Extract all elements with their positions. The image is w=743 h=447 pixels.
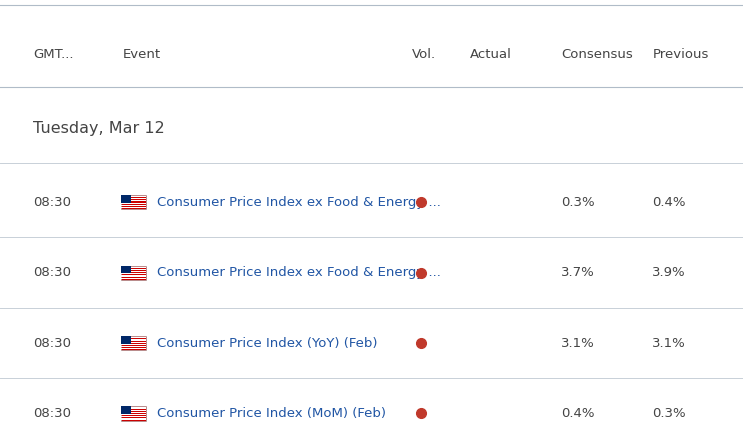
FancyBboxPatch shape	[121, 407, 146, 409]
Text: 3.1%: 3.1%	[652, 337, 686, 350]
Text: Consumer Price Index (MoM) (Feb): Consumer Price Index (MoM) (Feb)	[157, 407, 386, 420]
Text: Consensus: Consensus	[561, 48, 633, 61]
FancyBboxPatch shape	[121, 336, 132, 344]
Text: 3.9%: 3.9%	[652, 266, 686, 279]
FancyBboxPatch shape	[121, 409, 146, 411]
FancyBboxPatch shape	[121, 266, 132, 273]
FancyBboxPatch shape	[121, 273, 146, 274]
Text: 0.4%: 0.4%	[561, 407, 594, 420]
FancyBboxPatch shape	[121, 342, 146, 343]
Text: Previous: Previous	[652, 48, 709, 61]
FancyBboxPatch shape	[121, 337, 146, 338]
Text: Vol.: Vol.	[412, 48, 436, 61]
FancyBboxPatch shape	[121, 339, 146, 341]
Text: 08:30: 08:30	[33, 195, 71, 209]
FancyBboxPatch shape	[121, 344, 146, 345]
Text: 08:30: 08:30	[33, 337, 71, 350]
FancyBboxPatch shape	[121, 207, 146, 208]
Text: Actual: Actual	[470, 48, 511, 61]
FancyBboxPatch shape	[121, 275, 146, 277]
Text: GMT...: GMT...	[33, 48, 74, 61]
Text: Consumer Price Index ex Food & Energy ...: Consumer Price Index ex Food & Energy ..…	[157, 195, 441, 209]
FancyBboxPatch shape	[121, 195, 132, 202]
Text: Consumer Price Index (YoY) (Feb): Consumer Price Index (YoY) (Feb)	[157, 337, 377, 350]
FancyBboxPatch shape	[121, 348, 146, 350]
Text: 0.4%: 0.4%	[652, 195, 686, 209]
Text: Event: Event	[123, 48, 160, 61]
FancyBboxPatch shape	[121, 271, 146, 272]
FancyBboxPatch shape	[121, 346, 146, 347]
Text: 3.1%: 3.1%	[561, 337, 594, 350]
FancyBboxPatch shape	[121, 416, 146, 417]
Text: Consumer Price Index ex Food & Energy ...: Consumer Price Index ex Food & Energy ..…	[157, 266, 441, 279]
Text: 0.3%: 0.3%	[561, 195, 594, 209]
FancyBboxPatch shape	[121, 269, 146, 270]
FancyBboxPatch shape	[121, 278, 146, 279]
Text: 08:30: 08:30	[33, 266, 71, 279]
FancyBboxPatch shape	[121, 205, 146, 206]
FancyBboxPatch shape	[121, 198, 146, 199]
FancyBboxPatch shape	[121, 412, 146, 413]
Text: 3.7%: 3.7%	[561, 266, 594, 279]
FancyBboxPatch shape	[121, 266, 146, 280]
Text: Tuesday, Mar 12: Tuesday, Mar 12	[33, 121, 165, 136]
FancyBboxPatch shape	[121, 200, 146, 202]
FancyBboxPatch shape	[121, 202, 146, 204]
FancyBboxPatch shape	[121, 336, 146, 350]
FancyBboxPatch shape	[121, 195, 146, 209]
FancyBboxPatch shape	[121, 406, 146, 421]
FancyBboxPatch shape	[121, 406, 132, 414]
FancyBboxPatch shape	[121, 414, 146, 415]
FancyBboxPatch shape	[121, 266, 146, 268]
FancyBboxPatch shape	[121, 196, 146, 197]
FancyBboxPatch shape	[121, 418, 146, 420]
Text: 08:30: 08:30	[33, 407, 71, 420]
Text: 0.3%: 0.3%	[652, 407, 686, 420]
